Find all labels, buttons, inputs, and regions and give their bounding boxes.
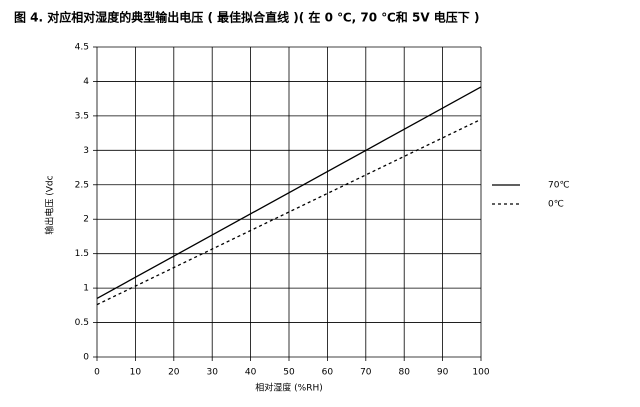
series-line bbox=[96, 118, 482, 306]
legend-label: 70℃ bbox=[548, 181, 570, 191]
legend-label: 0℃ bbox=[548, 200, 564, 210]
chart-title: 图 4. 对应相对湿度的典型输出电压 ( 最佳拟合直线 )( 在 0 ℃, 70… bbox=[14, 10, 479, 25]
x-tick-label: 80 bbox=[398, 368, 410, 378]
y-tick-label: 1 bbox=[83, 284, 89, 294]
y-tick-label: 2.5 bbox=[75, 180, 89, 190]
x-tick-label: 100 bbox=[472, 368, 489, 378]
y-tick-label: 3 bbox=[83, 146, 89, 156]
x-tick-label: 10 bbox=[130, 368, 142, 378]
x-tick-label: 30 bbox=[206, 368, 218, 378]
x-tick-label: 20 bbox=[168, 368, 180, 378]
x-tick-label: 40 bbox=[245, 368, 257, 378]
y-tick-label: 2 bbox=[83, 215, 89, 225]
x-tick-label: 90 bbox=[437, 368, 449, 378]
x-tick-label: 70 bbox=[360, 368, 372, 378]
y-tick-label: 4.5 bbox=[75, 43, 89, 53]
series-line bbox=[96, 86, 482, 300]
y-tick-label: 1.5 bbox=[75, 249, 89, 259]
y-tick-label: 4 bbox=[83, 77, 89, 87]
y-tick-label: 0.5 bbox=[75, 318, 89, 328]
x-axis-label: 相对湿度 (%RH) bbox=[255, 382, 322, 394]
y-tick-label: 0 bbox=[83, 353, 89, 363]
x-tick-label: 0 bbox=[94, 368, 100, 378]
y-tick-label: 3.5 bbox=[75, 111, 89, 121]
x-tick-label: 60 bbox=[322, 368, 334, 378]
y-axis-label: 输出电压 (Vdc bbox=[44, 175, 56, 234]
x-tick-label: 50 bbox=[283, 368, 295, 378]
